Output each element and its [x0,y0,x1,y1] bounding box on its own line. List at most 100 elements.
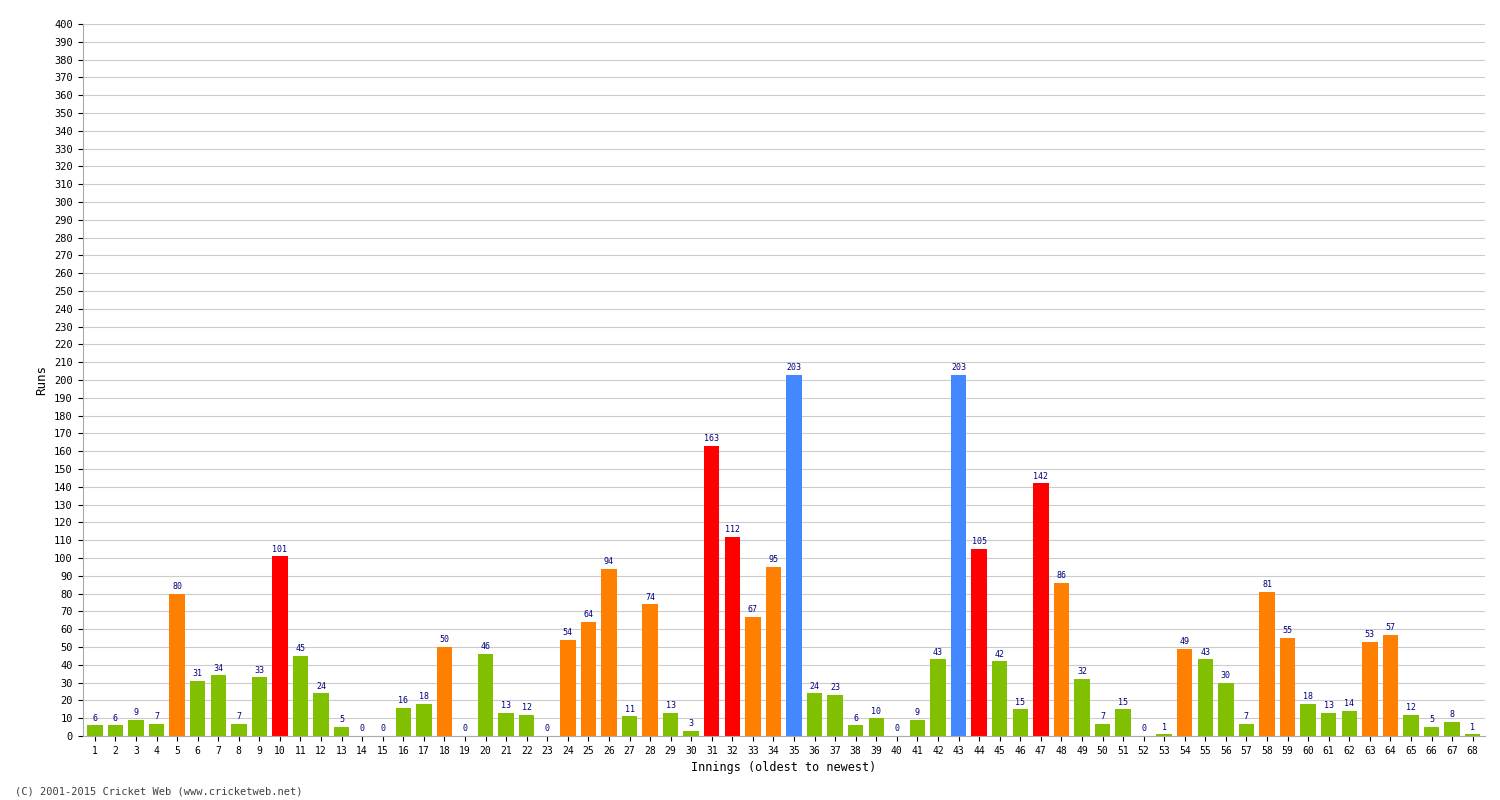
Bar [1178,649,1192,736]
Text: 0: 0 [1142,724,1146,734]
Bar [148,723,164,736]
Bar [684,730,699,736]
Text: 49: 49 [1180,637,1190,646]
Text: 33: 33 [255,666,264,674]
Bar [1074,679,1089,736]
Bar [416,704,432,736]
Bar [1116,710,1131,736]
Text: 80: 80 [172,582,182,591]
Bar [190,681,206,736]
Bar [1260,592,1275,736]
Text: (C) 2001-2015 Cricket Web (www.cricketweb.net): (C) 2001-2015 Cricket Web (www.cricketwe… [15,786,303,796]
Text: 9: 9 [915,708,920,718]
Bar [642,604,658,736]
Bar [1280,638,1296,736]
Bar [1404,714,1419,736]
Text: 0: 0 [462,724,468,734]
Bar [1013,710,1028,736]
Text: 10: 10 [871,706,882,715]
Text: 3: 3 [688,719,693,728]
Text: 7: 7 [1244,712,1250,721]
Bar [972,549,987,736]
Bar [1095,723,1110,736]
Text: 1: 1 [1470,722,1474,731]
Text: 11: 11 [624,705,634,714]
Text: 142: 142 [1034,471,1048,481]
Text: 13: 13 [666,701,675,710]
Bar [1053,583,1070,736]
Bar [868,718,883,736]
Bar [1466,734,1480,736]
Text: 24: 24 [810,682,819,690]
Bar [1197,659,1214,736]
Text: 74: 74 [645,593,656,602]
Bar [519,714,534,736]
Text: 5: 5 [1430,715,1434,725]
Text: 0: 0 [380,724,386,734]
Text: 95: 95 [768,555,778,564]
Text: 45: 45 [296,644,306,654]
Text: 0: 0 [360,724,364,734]
Text: 7: 7 [237,712,242,721]
Text: 54: 54 [562,628,573,638]
Text: 12: 12 [522,703,531,712]
Bar [292,656,308,736]
Bar [170,594,184,736]
Text: 30: 30 [1221,671,1232,680]
Text: 13: 13 [501,701,512,710]
Bar [807,694,822,736]
Bar [704,446,720,736]
Text: 42: 42 [994,650,1005,658]
Bar [746,617,760,736]
Text: 46: 46 [480,642,490,651]
Text: 32: 32 [1077,667,1088,676]
Bar [560,640,576,736]
Bar [724,537,740,736]
Bar [1239,723,1254,736]
Bar [478,654,494,736]
Text: 43: 43 [1200,648,1210,657]
Text: 23: 23 [830,683,840,692]
Text: 57: 57 [1386,623,1395,632]
Text: 105: 105 [972,538,987,546]
Text: 50: 50 [440,635,450,644]
Text: 94: 94 [604,557,613,566]
Text: 7: 7 [154,712,159,721]
Text: 55: 55 [1282,626,1293,635]
Text: 6: 6 [112,714,118,722]
Bar [1156,734,1172,736]
Bar [930,659,945,736]
Bar [663,713,678,736]
Text: 81: 81 [1262,580,1272,589]
Bar [786,374,801,736]
Text: 64: 64 [584,610,594,619]
Text: 6: 6 [93,714,98,722]
Text: 86: 86 [1056,571,1066,580]
Bar [602,569,616,736]
Text: 8: 8 [1449,710,1455,719]
Bar [334,727,350,736]
Text: 101: 101 [273,545,288,554]
Bar [210,675,226,736]
Text: 43: 43 [933,648,944,657]
Text: 7: 7 [1100,712,1106,721]
Bar [992,662,1008,736]
Text: 18: 18 [419,692,429,702]
Bar [272,556,288,736]
Text: 5: 5 [339,715,344,725]
Bar [436,647,451,736]
Text: 203: 203 [786,363,801,372]
Bar [847,726,864,736]
Bar [1362,642,1377,736]
Bar [396,707,411,736]
Bar [951,374,966,736]
Bar [314,694,328,736]
Bar [498,713,514,736]
Y-axis label: Runs: Runs [36,365,48,395]
Bar [1034,483,1048,736]
Bar [231,723,246,736]
Text: 18: 18 [1304,692,1312,702]
Text: 0: 0 [894,724,900,734]
Text: 0: 0 [544,724,550,734]
Text: 15: 15 [1118,698,1128,706]
